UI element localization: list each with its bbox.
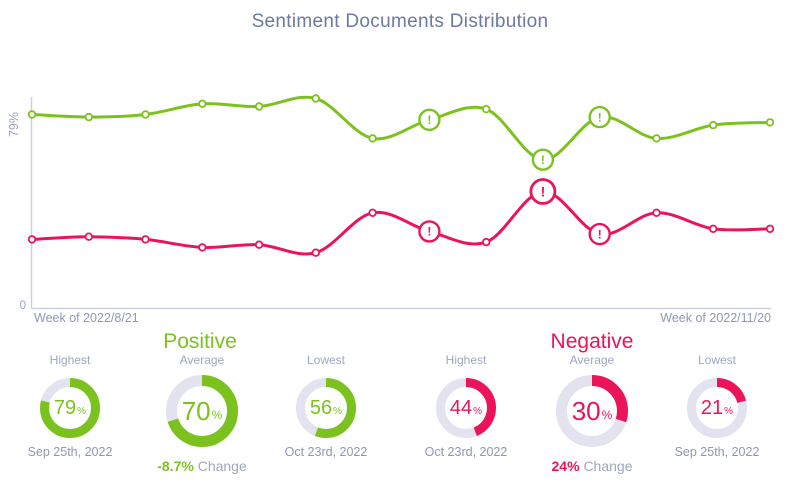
- exclamation-icon: !: [598, 227, 602, 241]
- data-point-negative-w13: [709, 224, 718, 233]
- exclamation-icon: !: [598, 110, 602, 124]
- data-point-positive-w9: [482, 104, 491, 114]
- donut-value: 79%: [53, 397, 87, 419]
- donut-negative-highest: [436, 378, 496, 438]
- donut-value: 30%: [571, 396, 613, 426]
- alert-marker-negative-w11[interactable]: [588, 222, 611, 246]
- change-row: -8.7% Change: [157, 458, 247, 474]
- exclamation-icon: !: [427, 113, 431, 127]
- sentiment-line-chart: 79% 0 Week of 2022/8/21 Week of 2022/11/…: [7, 94, 775, 325]
- data-point-positive-w6: [311, 94, 320, 103]
- data-point-negative-w1: [27, 235, 37, 244]
- donut-value: 44%: [449, 397, 483, 419]
- change-value: 24%: [551, 458, 580, 474]
- stat-card-negative-average: Average 30% 24% Change: [527, 353, 657, 474]
- stat-label: Lowest: [306, 353, 346, 367]
- donut-positive-highest: [40, 378, 100, 438]
- data-point-positive-w4: [198, 99, 207, 108]
- stat-label: Highest: [49, 353, 91, 367]
- alert-marker-positive-w8[interactable]: [418, 108, 441, 132]
- chart-title: Sentiment Documents Distribution: [251, 11, 549, 32]
- data-point-negative-w4: [198, 243, 207, 252]
- stat-date: Oct 23rd, 2022: [284, 445, 368, 459]
- data-point-positive-w5: [254, 102, 264, 111]
- stat-card-positive-lowest: Lowest 56% Oct 23rd, 2022: [261, 353, 391, 459]
- donut-value: 70%: [181, 396, 223, 426]
- data-point-negative-w9: [482, 237, 491, 247]
- alert-marker-negative-w10[interactable]: [529, 178, 557, 205]
- negative-section-heading: Negative: [550, 330, 634, 353]
- data-point-positive-w2: [84, 112, 93, 122]
- stat-label: Average: [569, 353, 615, 367]
- stat-label: Lowest: [697, 353, 737, 367]
- data-point-negative-w6: [311, 248, 320, 257]
- data-point-positive-w1: [27, 110, 37, 119]
- donut-value: 21%: [700, 397, 734, 419]
- stat-date: Oct 23rd, 2022: [424, 445, 508, 459]
- stat-card-positive-highest: Highest 79% Sep 25th, 2022: [5, 353, 135, 459]
- x-axis-end-label: Week of 2022/11/20: [660, 311, 771, 325]
- exclamation-icon: !: [541, 183, 546, 199]
- exclamation-icon: !: [427, 225, 431, 239]
- donut-positive-average: [166, 375, 238, 447]
- data-point-positive-w3: [141, 110, 150, 119]
- donut-positive-lowest: [296, 378, 356, 438]
- alert-marker-positive-w11[interactable]: [588, 105, 611, 129]
- change-label: Change: [197, 458, 247, 474]
- data-point-positive-w14: [765, 118, 775, 127]
- change-row: 24% Change: [552, 458, 633, 474]
- stat-date: Sep 25th, 2022: [674, 445, 760, 459]
- data-point-negative-w5: [254, 240, 264, 249]
- positive-line: [30, 95, 772, 162]
- negative-line: [30, 189, 772, 256]
- data-point-negative-w3: [141, 235, 150, 244]
- positive-section-heading: Positive: [163, 330, 237, 353]
- stat-date: Sep 25th, 2022: [27, 445, 113, 459]
- alert-marker-positive-w10[interactable]: [531, 148, 555, 171]
- donut-value: 56%: [309, 397, 343, 419]
- data-point-negative-w2: [84, 232, 93, 241]
- data-point-negative-w7: [368, 208, 377, 217]
- stat-card-negative-lowest: Lowest 21% Sep 25th, 2022: [652, 353, 782, 459]
- data-point-negative-w14: [765, 224, 775, 233]
- stat-label: Highest: [445, 353, 487, 367]
- change-label: Change: [583, 458, 633, 474]
- donut-negative-average: [556, 375, 628, 447]
- change-value: -8.7%: [157, 458, 194, 474]
- stat-card-negative-highest: Highest 44% Oct 23rd, 2022: [401, 353, 531, 459]
- data-point-positive-w12: [652, 134, 661, 143]
- data-point-positive-w13: [709, 120, 718, 130]
- stat-card-positive-average: Average 70% -8.7% Change: [137, 353, 267, 474]
- y-axis-max-label: 79%: [7, 112, 21, 137]
- stat-label: Average: [179, 353, 225, 367]
- alert-marker-negative-w8[interactable]: [418, 220, 441, 243]
- exclamation-icon: !: [541, 153, 545, 167]
- data-point-negative-w12: [652, 208, 661, 217]
- x-axis-start-label: Week of 2022/8/21: [34, 311, 139, 325]
- data-point-positive-w7: [368, 134, 377, 143]
- y-axis-min-label: 0: [20, 300, 26, 312]
- donut-negative-lowest: [687, 378, 747, 438]
